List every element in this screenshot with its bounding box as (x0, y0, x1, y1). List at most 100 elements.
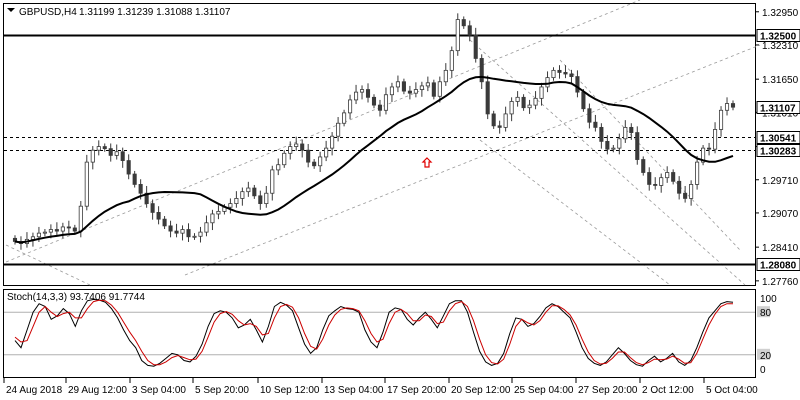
level-tag-label: 1.32500 (760, 32, 797, 43)
candle-body (383, 94, 389, 111)
stoch-level-tag (757, 306, 770, 318)
level-tag (756, 131, 800, 144)
stoch-tick-label: 0 (760, 365, 766, 376)
current-price-label: 1.31107 (760, 104, 796, 115)
candle-body (342, 112, 347, 124)
candle-body (359, 89, 365, 93)
candle-body (114, 151, 119, 156)
candle-body (54, 229, 59, 232)
chart-header: GBPUSD,H4 1.31199 1.31239 1.31088 1.3110… (7, 7, 231, 18)
collapse-triangle-icon[interactable] (7, 8, 15, 12)
candle-body (503, 113, 508, 128)
candle-body (377, 104, 383, 111)
stoch-panel-frame (3, 289, 756, 378)
candle-body (150, 203, 155, 213)
candle-body (623, 126, 628, 140)
candle-body (605, 140, 610, 150)
candle-body (653, 184, 658, 186)
candle-body (701, 147, 706, 163)
stoch-header: Stoch(14,3,3) 93.7406 91.7744 (7, 292, 145, 303)
candle-body (156, 212, 161, 220)
candle-body (689, 184, 694, 199)
candle-body (210, 213, 215, 224)
candle-body (312, 161, 317, 167)
channel-line (479, 139, 671, 286)
level-tag (756, 29, 800, 42)
candle-body (300, 143, 305, 151)
candle-body (431, 82, 436, 97)
candle-body (365, 89, 371, 98)
time-tick-label: 3 Sep 04:00 (132, 385, 186, 396)
candle-body (467, 25, 472, 36)
price-panel-frame (3, 3, 756, 286)
candle-body (485, 81, 490, 115)
candle-body (174, 230, 179, 234)
candle-body (30, 236, 35, 240)
candle-body (162, 218, 167, 227)
channel-line (5, 0, 641, 263)
candle-body (491, 113, 496, 127)
candle-body (533, 97, 538, 106)
horizontal-levels (4, 34, 755, 266)
candle-body (72, 227, 77, 232)
stoch-tick-label: 80 (760, 308, 772, 319)
up-arrow-icon[interactable] (421, 157, 433, 168)
time-tick-label: 27 Sep 20:00 (578, 385, 638, 396)
candle-body (306, 149, 311, 163)
candle-body (371, 96, 377, 106)
candle-body (515, 96, 520, 102)
candle-body (647, 172, 652, 185)
candle-body (641, 159, 646, 173)
candle-body (527, 104, 532, 109)
candle-body (288, 146, 293, 154)
candle-body (551, 69, 556, 79)
candle-body (611, 147, 616, 150)
price-tick-label: 1.31650 (762, 75, 799, 86)
candle-body (258, 195, 263, 205)
candle-body (108, 148, 113, 156)
time-tick-label: 5 Sep 20:00 (195, 385, 249, 396)
candle-body (455, 19, 460, 52)
channel-line (469, 39, 746, 286)
candle-body (389, 86, 394, 96)
candle-body (198, 231, 203, 237)
candle-body (497, 125, 502, 128)
candle-body (318, 156, 323, 167)
candle-body (557, 69, 562, 73)
price-tick-label: 1.29070 (762, 209, 799, 220)
candle-body (437, 81, 442, 97)
price-tick-label: 1.27760 (762, 277, 799, 288)
candle-body (718, 109, 724, 130)
candle-body (234, 198, 239, 205)
candle-body (282, 152, 287, 166)
ohlc-values: 1.31199 1.31239 1.31088 1.31107 (79, 7, 231, 18)
time-tick-label: 10 Sep 12:00 (260, 385, 320, 396)
stochastic-oscillator (4, 298, 755, 367)
candle-body (180, 229, 185, 234)
channel-line (184, 44, 761, 276)
stoch-level-tag (757, 348, 770, 360)
candle-body (707, 147, 712, 150)
stoch-tick-label: 100 (760, 294, 777, 305)
candle-body (252, 187, 257, 197)
candle-body (204, 222, 209, 233)
candle-body (228, 203, 233, 208)
ma-line (14, 75, 734, 244)
candle-body (539, 86, 544, 99)
candle-body (401, 81, 406, 92)
time-tick-label: 29 Aug 12:00 (68, 385, 127, 396)
price-tick-label: 1.29710 (762, 176, 799, 187)
time-tick-label: 24 Aug 2018 (6, 385, 63, 396)
price-tick-label: 1.32310 (762, 41, 799, 52)
candle-body (120, 151, 125, 161)
candle-body (509, 101, 514, 115)
level-tag-label: 1.30283 (760, 147, 797, 158)
channel-line (559, 59, 741, 251)
candle-body (413, 89, 418, 94)
candle-body (713, 129, 718, 150)
time-tick-label: 5 Oct 04:00 (706, 385, 758, 396)
time-tick-label: 17 Sep 20:00 (387, 385, 447, 396)
stoch-axis: 100 80 20 0 (757, 294, 777, 376)
candle-body (90, 149, 95, 163)
candle-body (724, 103, 730, 111)
